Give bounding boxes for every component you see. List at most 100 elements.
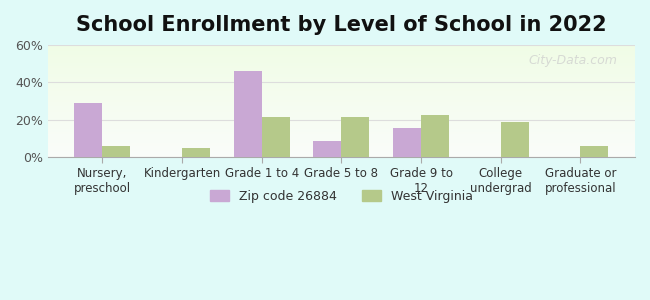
Bar <box>313 141 341 157</box>
Bar <box>47 122 635 123</box>
Bar <box>47 131 635 132</box>
Bar <box>47 137 635 138</box>
Bar <box>47 61 635 62</box>
Bar <box>47 45 635 46</box>
Bar <box>341 117 369 157</box>
Bar <box>75 103 102 157</box>
Bar <box>47 76 635 77</box>
Bar <box>47 97 635 98</box>
Bar <box>47 142 635 144</box>
Bar <box>47 146 635 147</box>
Bar <box>47 94 635 95</box>
Bar <box>47 73 635 74</box>
Bar <box>47 68 635 70</box>
Bar <box>102 146 130 157</box>
Bar <box>47 56 635 57</box>
Bar <box>47 101 635 102</box>
Bar <box>47 66 635 67</box>
Bar <box>47 75 635 76</box>
Bar <box>47 74 635 75</box>
Bar <box>47 47 635 48</box>
Bar <box>47 54 635 55</box>
Bar <box>47 117 635 118</box>
Bar <box>47 135 635 136</box>
Bar <box>47 93 635 94</box>
Bar <box>47 139 635 140</box>
Bar <box>47 59 635 61</box>
Bar <box>47 119 635 120</box>
Bar <box>47 118 635 119</box>
Bar <box>47 80 635 81</box>
Bar <box>47 140 635 141</box>
Bar <box>47 130 635 131</box>
Bar <box>47 114 635 116</box>
Bar <box>47 148 635 149</box>
Bar <box>47 155 635 156</box>
Bar <box>47 145 635 146</box>
Bar <box>47 57 635 58</box>
Bar <box>47 52 635 53</box>
Bar <box>262 117 289 157</box>
Bar <box>47 138 635 139</box>
Bar <box>47 85 635 86</box>
Bar <box>47 50 635 52</box>
Bar <box>47 129 635 130</box>
Bar <box>47 83 635 84</box>
Bar <box>47 63 635 64</box>
Bar <box>47 104 635 106</box>
Bar <box>47 79 635 80</box>
Bar <box>47 58 635 59</box>
Bar <box>47 141 635 142</box>
Bar <box>47 103 635 104</box>
Bar <box>47 120 635 121</box>
Bar <box>47 72 635 73</box>
Bar <box>47 110 635 111</box>
Bar <box>47 67 635 68</box>
Bar <box>47 81 635 82</box>
Bar <box>47 90 635 91</box>
Bar <box>47 127 635 128</box>
Bar <box>47 84 635 85</box>
Bar <box>47 100 635 101</box>
Bar <box>47 152 635 153</box>
Bar <box>47 150 635 152</box>
Text: City-Data.com: City-Data.com <box>528 54 618 67</box>
Bar <box>580 146 608 157</box>
Bar <box>47 91 635 92</box>
Bar <box>47 147 635 148</box>
Bar <box>182 148 210 157</box>
Bar <box>47 92 635 93</box>
Bar <box>47 106 635 108</box>
Bar <box>47 46 635 47</box>
Bar <box>47 65 635 66</box>
Bar <box>47 123 635 124</box>
Bar <box>47 156 635 157</box>
Bar <box>47 98 635 99</box>
Bar <box>47 149 635 150</box>
Bar <box>47 109 635 110</box>
Bar <box>47 126 635 127</box>
Bar <box>47 128 635 129</box>
Bar <box>47 62 635 63</box>
Bar <box>500 122 528 157</box>
Bar <box>47 111 635 112</box>
Bar <box>47 53 635 54</box>
Bar <box>47 116 635 117</box>
Bar <box>47 134 635 135</box>
Bar <box>47 86 635 88</box>
Bar <box>47 48 635 50</box>
Bar <box>47 95 635 97</box>
Bar <box>47 113 635 114</box>
Bar <box>47 77 635 79</box>
Bar <box>47 64 635 65</box>
Bar <box>47 112 635 113</box>
Bar <box>47 121 635 122</box>
Bar <box>47 88 635 90</box>
Bar <box>47 136 635 137</box>
Legend: Zip code 26884, West Virginia: Zip code 26884, West Virginia <box>205 184 478 208</box>
Bar <box>47 108 635 109</box>
Bar <box>234 71 262 157</box>
Bar <box>47 55 635 56</box>
Bar <box>47 154 635 155</box>
Bar <box>47 99 635 100</box>
